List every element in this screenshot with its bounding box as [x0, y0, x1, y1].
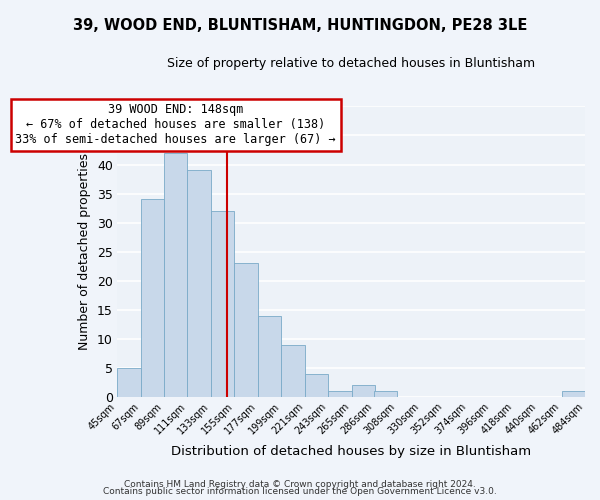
Text: Contains HM Land Registry data © Crown copyright and database right 2024.: Contains HM Land Registry data © Crown c… [124, 480, 476, 489]
Bar [281, 345, 305, 397]
X-axis label: Distribution of detached houses by size in Bluntisham: Distribution of detached houses by size … [171, 444, 531, 458]
Bar [235, 264, 258, 397]
Bar [117, 368, 140, 397]
Bar [562, 392, 585, 397]
Bar [187, 170, 211, 397]
Bar [305, 374, 328, 397]
Text: 39, WOOD END, BLUNTISHAM, HUNTINGDON, PE28 3LE: 39, WOOD END, BLUNTISHAM, HUNTINGDON, PE… [73, 18, 527, 32]
Y-axis label: Number of detached properties: Number of detached properties [79, 153, 91, 350]
Bar [352, 386, 375, 397]
Bar [374, 392, 397, 397]
Bar [328, 392, 352, 397]
Bar [211, 211, 235, 397]
Bar [258, 316, 281, 397]
Bar [164, 153, 187, 397]
Bar [140, 200, 164, 397]
Text: Contains public sector information licensed under the Open Government Licence v3: Contains public sector information licen… [103, 487, 497, 496]
Title: Size of property relative to detached houses in Bluntisham: Size of property relative to detached ho… [167, 58, 535, 70]
Text: 39 WOOD END: 148sqm
← 67% of detached houses are smaller (138)
33% of semi-detac: 39 WOOD END: 148sqm ← 67% of detached ho… [16, 104, 336, 146]
